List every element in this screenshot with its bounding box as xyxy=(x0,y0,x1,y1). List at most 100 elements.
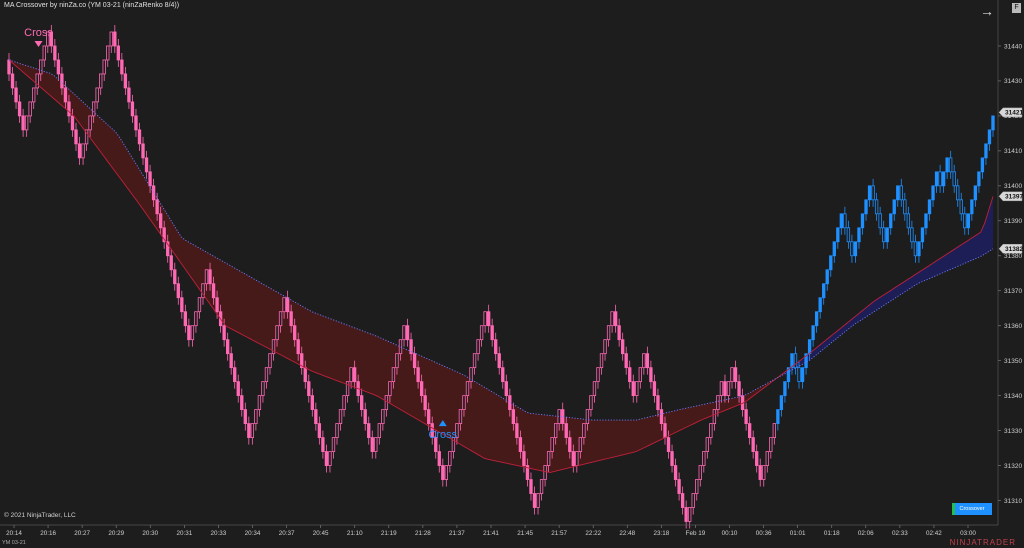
candle-body xyxy=(130,101,135,117)
candle-body xyxy=(434,437,438,452)
candle-body xyxy=(927,199,932,215)
candle-body xyxy=(486,311,491,327)
candle-body xyxy=(56,59,61,75)
candle-body xyxy=(53,45,57,61)
candle-body xyxy=(109,31,113,47)
candle-body xyxy=(980,157,985,173)
candle-body xyxy=(539,479,544,494)
candle-body xyxy=(42,45,46,61)
x-tick-label: 22:22 xyxy=(585,530,601,537)
candle-body xyxy=(257,395,262,411)
candle-body xyxy=(472,353,477,369)
candle-body xyxy=(352,367,357,383)
annotations: Cross Cross xyxy=(24,27,458,441)
candle-body xyxy=(663,423,667,438)
ma-ribbon-layer xyxy=(9,59,993,473)
candle-body xyxy=(501,367,505,383)
candle-body xyxy=(462,395,466,411)
candle-body xyxy=(35,73,39,89)
candle-body xyxy=(889,213,893,229)
candle-body xyxy=(973,185,978,201)
candle-body xyxy=(966,213,970,229)
candle-body xyxy=(441,465,445,480)
candle-body xyxy=(39,59,43,75)
candle-body xyxy=(546,451,551,466)
x-tick-label: 21:19 xyxy=(381,530,397,537)
y-tick-label: 31360 xyxy=(1004,323,1022,330)
candle-body xyxy=(321,437,325,452)
candle-body xyxy=(102,59,106,75)
candle-body xyxy=(95,87,99,103)
candle-body xyxy=(543,465,547,480)
candle-body xyxy=(448,451,452,466)
candle-body xyxy=(67,101,71,117)
candle-body xyxy=(621,339,625,355)
candle-body xyxy=(853,241,858,257)
y-tick-label: 31320 xyxy=(1004,463,1022,470)
y-tick-label: 31340 xyxy=(1004,393,1022,400)
candle-body xyxy=(268,353,272,369)
candle-body xyxy=(864,199,868,215)
symbol-label: YM 03-21 xyxy=(2,540,26,546)
candle-body xyxy=(529,479,533,494)
candle-body xyxy=(240,395,244,411)
candle-body xyxy=(166,241,170,257)
x-tick-label: 00:10 xyxy=(722,530,738,537)
candle-body xyxy=(941,171,946,187)
candle-body xyxy=(21,115,25,131)
x-axis: 20:14 20:16 20:27 20:29 20:30 20:31 20:33 20:34… xyxy=(6,525,976,537)
candle-body xyxy=(836,227,840,243)
y-tick-label: 31410 xyxy=(1004,148,1022,155)
x-tick-label: 22:48 xyxy=(619,530,635,537)
candle-body xyxy=(77,143,82,159)
f-button[interactable]: F xyxy=(1012,3,1021,13)
x-tick-label: 20:30 xyxy=(142,530,158,537)
x-tick-label: 20:37 xyxy=(279,530,295,537)
candle-body xyxy=(335,423,339,438)
candle-body xyxy=(670,451,674,466)
candle-body xyxy=(261,381,265,397)
x-tick-label: 20:14 xyxy=(6,530,22,537)
candle-body xyxy=(250,423,255,438)
candle-body xyxy=(726,381,731,397)
x-tick-label: 00:36 xyxy=(756,530,772,537)
candle-body xyxy=(405,325,410,341)
candle-body xyxy=(293,325,297,341)
candle-body xyxy=(762,465,766,480)
candle-body xyxy=(765,451,769,466)
candle-body xyxy=(427,409,431,425)
candle-body xyxy=(959,199,963,215)
candle-body xyxy=(804,353,808,369)
arrow-icon[interactable]: → xyxy=(980,3,994,19)
candle-body xyxy=(49,31,53,47)
candle-body xyxy=(363,409,367,425)
candle-body xyxy=(829,255,833,271)
candle-body xyxy=(522,451,526,466)
candle-body xyxy=(331,437,336,452)
candle-body xyxy=(511,409,516,425)
candle-body xyxy=(910,227,914,243)
candle-body xyxy=(123,73,128,89)
candle-body xyxy=(705,437,709,452)
candle-body xyxy=(169,255,173,271)
x-tick-label: 20:45 xyxy=(313,530,329,537)
candle-body xyxy=(381,409,385,425)
y-tick-label: 31400 xyxy=(1004,183,1022,190)
cross-label: Cross xyxy=(428,429,457,441)
y-tick-label: 31350 xyxy=(1004,358,1022,365)
candle-body xyxy=(120,59,124,75)
candle-body xyxy=(656,395,660,411)
crossover-legend[interactable]: Crossover xyxy=(952,503,992,515)
candle-body xyxy=(504,381,508,397)
bear-ribbon xyxy=(9,59,780,473)
candle-body xyxy=(158,213,163,229)
candle-body xyxy=(652,381,657,397)
price-flags: 31421 31397 31382 xyxy=(998,107,1023,254)
candle-body xyxy=(215,297,219,313)
candle-body xyxy=(300,353,304,369)
candle-body xyxy=(388,381,392,397)
candle-body xyxy=(116,45,121,61)
candle-body xyxy=(398,339,403,355)
candle-body xyxy=(832,241,836,257)
candle-body xyxy=(874,199,879,215)
